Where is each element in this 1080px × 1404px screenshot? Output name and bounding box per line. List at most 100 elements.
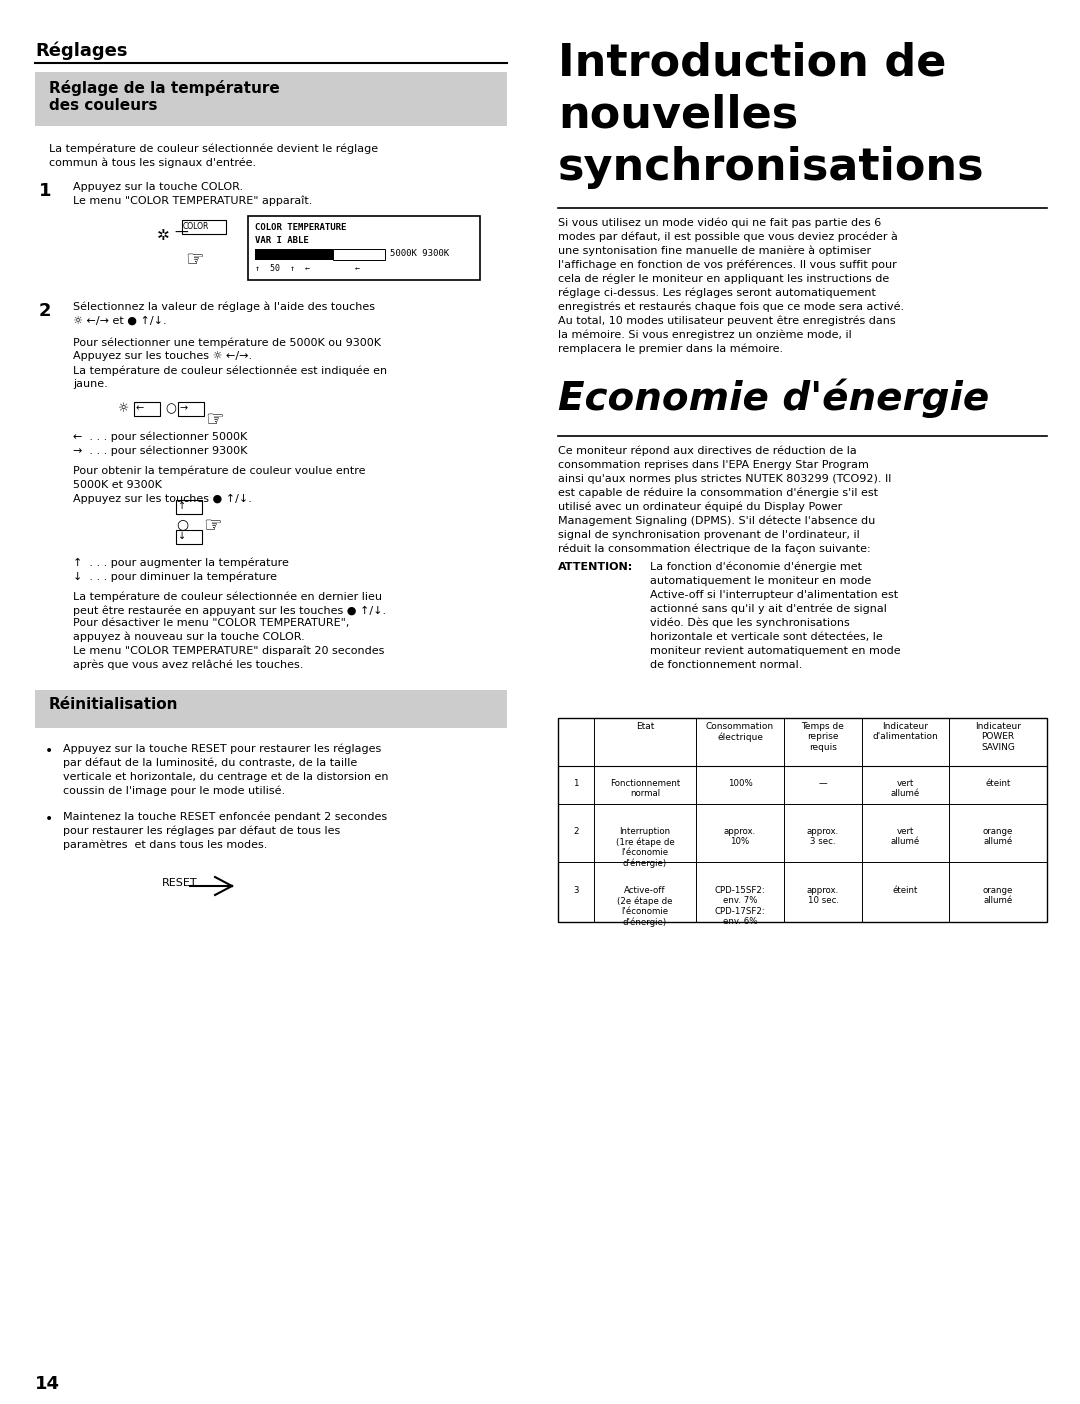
Text: moniteur revient automatiquement en mode: moniteur revient automatiquement en mode [650, 646, 901, 656]
Bar [248, 216, 480, 279]
Text: ☞: ☞ [185, 250, 204, 270]
Bar [178, 402, 204, 416]
Text: Pour obtenir la température de couleur voulue entre: Pour obtenir la température de couleur v… [73, 466, 365, 476]
Text: Ce moniteur répond aux directives de réduction de la: Ce moniteur répond aux directives de réd… [558, 446, 856, 456]
Text: VAR I ABLE: VAR I ABLE [255, 236, 309, 246]
Text: La fonction d'économie d'énergie met: La fonction d'économie d'énergie met [650, 562, 862, 573]
Text: COLOR: COLOR [183, 222, 210, 232]
Text: •: • [45, 812, 53, 826]
Text: 100%: 100% [728, 779, 753, 788]
Text: paramètres  et dans tous les modes.: paramètres et dans tous les modes. [63, 840, 268, 851]
Bar [35, 72, 507, 126]
Text: 1: 1 [573, 779, 579, 788]
Text: 1: 1 [39, 183, 52, 199]
Bar [255, 249, 333, 260]
Text: ↑  50  ↑  ←         ←: ↑ 50 ↑ ← ← [255, 264, 360, 272]
Text: Appuyez sur les touches ☼ ←/→.: Appuyez sur les touches ☼ ←/→. [73, 351, 252, 361]
Text: orange
allumé: orange allumé [983, 886, 1013, 906]
Text: Réinitialisation: Réinitialisation [49, 696, 178, 712]
Text: La température de couleur sélectionnée est indiquée en: La température de couleur sélectionnée e… [73, 365, 387, 375]
Text: des couleurs: des couleurs [49, 98, 158, 112]
Text: Active-off
(2e étape de
l'économie
d'énergie): Active-off (2e étape de l'économie d'éne… [618, 886, 673, 928]
Text: réduit la consommation électrique de la façon suivante:: réduit la consommation électrique de la … [558, 543, 870, 555]
Text: Pour sélectionner une température de 5000K ou 9300K: Pour sélectionner une température de 500… [73, 337, 381, 348]
Text: 14: 14 [35, 1375, 60, 1393]
Text: →  . . . pour sélectionner 9300K: → . . . pour sélectionner 9300K [73, 446, 247, 456]
Text: 5000K 9300K: 5000K 9300K [390, 249, 449, 258]
Text: •: • [45, 744, 53, 758]
Text: après que vous avez relâché les touches.: après que vous avez relâché les touches. [73, 660, 303, 671]
Text: ○: ○ [165, 402, 176, 416]
Text: l'affichage en fonction de vos préférences. Il vous suffit pour: l'affichage en fonction de vos préférenc… [558, 260, 896, 271]
Text: La température de couleur sélectionnée en dernier lieu: La température de couleur sélectionnée e… [73, 592, 382, 602]
Text: Economie d'énergie: Economie d'énergie [558, 378, 989, 417]
Text: Indicateur
POWER
SAVING: Indicateur POWER SAVING [975, 722, 1021, 751]
Text: Consommation
électrique: Consommation électrique [706, 722, 774, 741]
Bar [35, 689, 507, 729]
Text: Etat: Etat [636, 722, 654, 731]
Text: 2: 2 [573, 827, 579, 835]
Text: ○: ○ [176, 517, 188, 531]
Text: —: — [819, 779, 827, 788]
Text: orange
allumé: orange allumé [983, 827, 1013, 847]
Text: ←: ← [136, 403, 144, 413]
Text: ATTENTION:: ATTENTION: [558, 562, 633, 571]
Text: vert
allumé: vert allumé [891, 779, 920, 799]
Text: cela de régler le moniteur en appliquant les instructions de: cela de régler le moniteur en appliquant… [558, 274, 889, 285]
Text: Management Signaling (DPMS). S'il détecte l'absence du: Management Signaling (DPMS). S'il détect… [558, 517, 875, 526]
Text: vert
allumé: vert allumé [891, 827, 920, 847]
Text: Temps de
reprise
requis: Temps de reprise requis [801, 722, 845, 751]
Text: Appuyez sur les touches ● ↑/↓.: Appuyez sur les touches ● ↑/↓. [73, 494, 252, 504]
Text: approx.
10%: approx. 10% [724, 827, 756, 847]
Text: 5000K et 9300K: 5000K et 9300K [73, 480, 162, 490]
Text: remplacera le premier dans la mémoire.: remplacera le premier dans la mémoire. [558, 344, 783, 354]
Text: ↓: ↓ [178, 531, 186, 541]
Text: ☼: ☼ [118, 402, 130, 416]
Text: Fonctionnement
normal: Fonctionnement normal [610, 779, 680, 799]
Text: Réglages: Réglages [35, 42, 127, 60]
Text: 2: 2 [39, 302, 52, 320]
Text: vidéo. Dès que les synchronisations: vidéo. Dès que les synchronisations [650, 618, 850, 629]
Text: Pour désactiver le menu "COLOR TEMPERATURE",: Pour désactiver le menu "COLOR TEMPERATU… [73, 618, 349, 628]
Text: modes par défaut, il est possible que vous deviez procéder à: modes par défaut, il est possible que vo… [558, 232, 897, 243]
Bar [134, 402, 160, 416]
Text: Maintenez la touche RESET enfoncée pendant 2 secondes: Maintenez la touche RESET enfoncée penda… [63, 812, 387, 823]
Text: pour restaurer les réglages par défaut de tous les: pour restaurer les réglages par défaut d… [63, 826, 340, 837]
Bar [183, 220, 226, 234]
Text: jaune.: jaune. [73, 379, 108, 389]
Text: Le menu "COLOR TEMPERATURE" apparaît.: Le menu "COLOR TEMPERATURE" apparaît. [73, 197, 312, 206]
Text: nouvelles: nouvelles [558, 94, 798, 138]
Text: horizontale et verticale sont détectées, le: horizontale et verticale sont détectées,… [650, 632, 882, 642]
Text: peut être restaurée en appuyant sur les touches ● ↑/↓.: peut être restaurée en appuyant sur les … [73, 607, 387, 616]
Text: Active-off si l'interrupteur d'alimentation est: Active-off si l'interrupteur d'alimentat… [650, 590, 899, 600]
Text: ↑  . . . pour augmenter la température: ↑ . . . pour augmenter la température [73, 557, 288, 569]
Text: de fonctionnement normal.: de fonctionnement normal. [650, 660, 802, 670]
Text: COLOR TEMPERATURE: COLOR TEMPERATURE [255, 223, 347, 232]
Text: réglage ci-dessus. Les réglages seront automatiquement: réglage ci-dessus. Les réglages seront a… [558, 288, 876, 299]
Text: coussin de l'image pour le mode utilisé.: coussin de l'image pour le mode utilisé. [63, 786, 285, 796]
Text: éteint: éteint [985, 779, 1011, 788]
Text: Indicateur
d'alimentation: Indicateur d'alimentation [873, 722, 939, 741]
Text: La température de couleur sélectionnée devient le réglage: La température de couleur sélectionnée d… [49, 143, 378, 153]
Text: ↓  . . . pour diminuer la température: ↓ . . . pour diminuer la température [73, 571, 276, 583]
Text: ↑: ↑ [178, 501, 186, 511]
Text: signal de synchronisation provenant de l'ordinateur, il: signal de synchronisation provenant de l… [558, 529, 860, 541]
Text: synchronisations: synchronisations [558, 146, 985, 190]
Text: —: — [174, 226, 188, 240]
Text: ainsi qu'aux normes plus strictes NUTEK 803299 (TCO92). Il: ainsi qu'aux normes plus strictes NUTEK … [558, 475, 891, 484]
Text: consommation reprises dans l'EPA Energy Star Program: consommation reprises dans l'EPA Energy … [558, 461, 869, 470]
Text: ✲: ✲ [157, 227, 170, 243]
Bar [333, 249, 384, 260]
Text: utilisé avec un ordinateur équipé du Display Power: utilisé avec un ordinateur équipé du Dis… [558, 503, 842, 512]
Bar [558, 717, 1047, 922]
Text: enregistrés et restaurés chaque fois que ce mode sera activé.: enregistrés et restaurés chaque fois que… [558, 302, 904, 313]
Text: Au total, 10 modes utilisateur peuvent être enregistrés dans: Au total, 10 modes utilisateur peuvent ê… [558, 316, 895, 327]
Text: Sélectionnez la valeur de réglage à l'aide des touches: Sélectionnez la valeur de réglage à l'ai… [73, 302, 375, 313]
Text: approx.
10 sec.: approx. 10 sec. [807, 886, 839, 906]
Text: Appuyez sur la touche COLOR.: Appuyez sur la touche COLOR. [73, 183, 243, 192]
Bar [176, 529, 202, 543]
Text: par défaut de la luminosité, du contraste, de la taille: par défaut de la luminosité, du contrast… [63, 758, 357, 768]
Text: Le menu "COLOR TEMPERATURE" disparaît 20 secondes: Le menu "COLOR TEMPERATURE" disparaît 20… [73, 646, 384, 657]
Text: CPD-15SF2:
env. 7%
CPD-17SF2:
env. 6%: CPD-15SF2: env. 7% CPD-17SF2: env. 6% [715, 886, 766, 927]
Text: approx.
3 sec.: approx. 3 sec. [807, 827, 839, 847]
